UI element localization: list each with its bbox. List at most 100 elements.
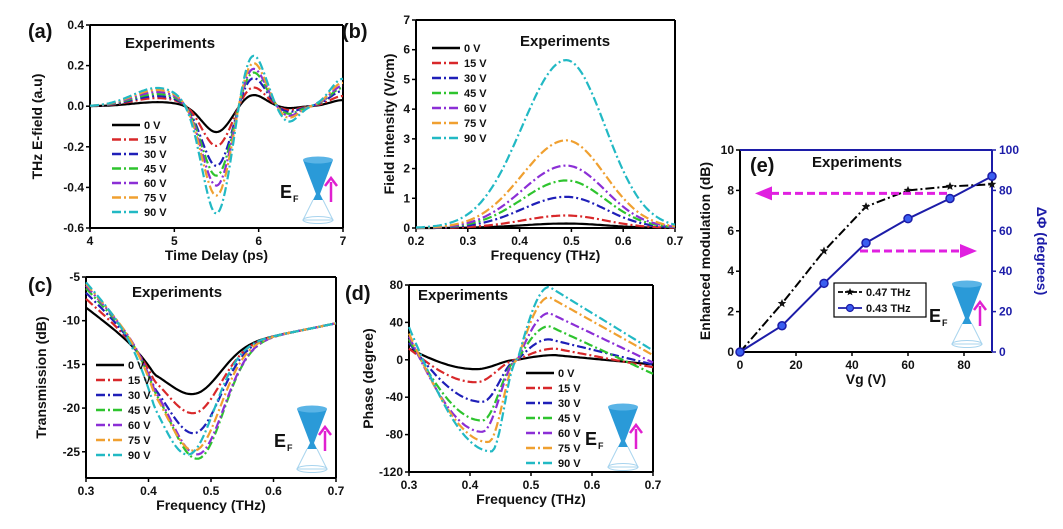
filled-lower-cone (962, 318, 972, 324)
y-tick-label: 5 (403, 72, 410, 86)
x-tick-label: 0.6 (615, 234, 632, 248)
legend-circle-marker (845, 303, 855, 313)
series-line-15V (85, 298, 337, 415)
filled-lower-cone (313, 194, 323, 200)
y-tick-label: -5 (69, 270, 80, 284)
panel-b: 0.2 0.3 0.4 0.5 0.6 0.7 0 1 2 3 4 5 6 7 Frequency (THz… (342, 13, 684, 263)
x-tick-label: 0 (737, 358, 744, 372)
arrow-right-icon (960, 244, 977, 258)
x-tick-label: 0.4 (140, 484, 157, 498)
y-axis-label: Phase (degree) (360, 328, 376, 428)
lower-cone-rim (296, 465, 328, 473)
series-line-30V (408, 338, 654, 403)
y2-tick-label: 20 (999, 305, 1013, 319)
y-tick-label: 40 (390, 315, 404, 329)
panel-label: (e) (750, 155, 774, 177)
arrow-head (629, 422, 643, 434)
star-marker (819, 246, 829, 255)
legend-label: 0.47 THz (866, 287, 911, 299)
y-axis-label: THz E-field (a.u) (29, 74, 45, 180)
legend-label: 90 V (128, 450, 151, 462)
y-tick-label: -0.4 (63, 180, 84, 194)
lower-cone-outline (607, 446, 639, 468)
star-marker (945, 181, 955, 190)
panel-a: 4 5 6 7 -0.6 -0.4 -0.2 0.0 0.2 0.4 Time Delay (ps)… (28, 18, 347, 263)
x-tick-label: 0.7 (328, 484, 345, 498)
legend-label: 90 V (144, 207, 167, 219)
upper-cone-rim (297, 405, 327, 413)
circle-marker (903, 213, 913, 224)
y-tick-label: 4 (727, 264, 734, 278)
legend-label: 0 V (558, 368, 575, 380)
panel-label: (d) (345, 283, 371, 305)
legend-label: 90 V (464, 133, 487, 145)
upper-cone (303, 160, 333, 194)
y-tick-label: 7 (403, 13, 410, 27)
circle-marker (819, 278, 829, 289)
annotation-label: Experiments (812, 154, 902, 171)
y2-tick-label: 80 (999, 183, 1013, 197)
y-tick-label: 6 (403, 43, 410, 57)
legend-label: 90 V (558, 458, 581, 470)
y2-tick-label: 0 (999, 345, 1006, 359)
x-tick-label: 0.3 (459, 234, 476, 248)
upper-cone-rim (608, 403, 638, 411)
legend-label: 30 V (464, 73, 487, 85)
y-tick-label: 0.4 (67, 18, 84, 32)
fermi-level-label: E (280, 182, 292, 202)
y-tick-label: 0.0 (67, 99, 84, 113)
panel-label: (a) (28, 21, 52, 43)
series-line-45V (85, 287, 337, 460)
panel-label: (c) (28, 275, 52, 297)
upper-cone-rim (952, 280, 982, 288)
x-axis-label: Frequency (THz) (476, 491, 586, 507)
series-line-45V (408, 325, 654, 422)
x-tick-label: 0.7 (645, 478, 662, 492)
series-line-75V (407, 296, 654, 444)
legend-label: 75 V (464, 118, 487, 130)
x-tick-label: 60 (901, 358, 915, 372)
arrow-left-icon (755, 186, 772, 201)
lower-cone-outline (951, 323, 983, 345)
filled-lower-cone (307, 443, 317, 449)
series-line-90V (415, 59, 676, 229)
series-line-90V (407, 285, 654, 453)
y-tick-label: 3 (403, 132, 410, 146)
x-tick-label: 0.4 (462, 478, 479, 492)
y-axis-label: Enhanced modulation (dB) (697, 162, 713, 340)
x-tick-label: 0.5 (203, 484, 220, 498)
legend-label: 60 V (464, 103, 487, 115)
y-axis-label: Transmission (dB) (33, 316, 49, 438)
legend: 0.47 THz 0.43 THz (833, 282, 927, 318)
annotation-label: Experiments (418, 287, 508, 304)
x-axis-label: Frequency (THz) (156, 497, 266, 513)
annotation-label: Experiments (132, 284, 222, 301)
x-tick-label: 5 (171, 234, 178, 248)
y-tick-label: -20 (63, 401, 81, 415)
star-marker (903, 185, 913, 194)
x-tick-label: 0.7 (667, 234, 684, 248)
series-line-90V (89, 54, 344, 215)
star-marker (861, 202, 871, 211)
x-tick-label: 20 (789, 358, 803, 372)
lower-cone-rim (302, 216, 334, 224)
legend-label: 75 V (144, 193, 167, 205)
series-line-15V (416, 214, 676, 230)
y-axis-label: Field intensity (V/cm) (381, 54, 397, 195)
y-tick-label: 2 (403, 162, 410, 176)
series-line-75V (89, 62, 344, 197)
upper-cone (952, 284, 982, 318)
y-tick-label: 4 (403, 102, 410, 116)
y-tick-label: 1 (403, 191, 410, 205)
filled-lower-cone (618, 441, 628, 447)
x-axis-label: Time Delay (ps) (165, 247, 268, 263)
series-line-60V (408, 312, 654, 433)
x-tick-label: 0.4 (511, 234, 528, 248)
arrow-head (324, 175, 338, 187)
y-tick-label: -10 (63, 314, 81, 328)
y-tick-label: 6 (727, 224, 734, 238)
y2-tick-label: 60 (999, 224, 1013, 238)
